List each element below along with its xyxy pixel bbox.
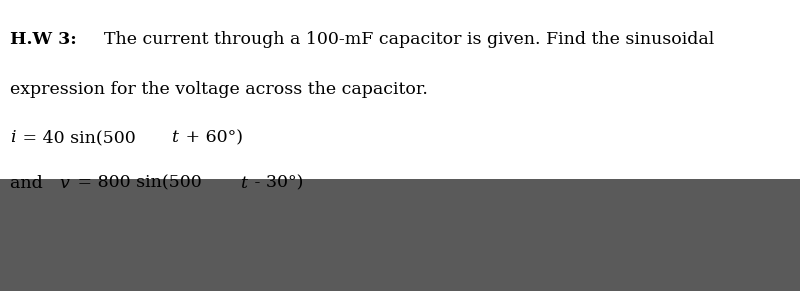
Text: The current through a 100-mF capacitor is given. Find the sinusoidal: The current through a 100-mF capacitor i… (104, 31, 714, 47)
Text: v: v (60, 175, 70, 191)
Text: + 60°): + 60°) (180, 129, 242, 146)
Text: expression for the voltage across the capacitor.: expression for the voltage across the ca… (10, 81, 428, 98)
Bar (0, 179, 800, 291)
Text: - 30°): - 30°) (249, 175, 303, 191)
Text: H.W 3:: H.W 3: (10, 31, 83, 47)
Text: t: t (170, 129, 178, 146)
Text: i: i (10, 129, 16, 146)
Text: t: t (240, 175, 247, 191)
Text: = 800 sin(500: = 800 sin(500 (73, 175, 202, 191)
Text: and: and (10, 175, 49, 191)
Text: = 40 sin(500: = 40 sin(500 (18, 129, 136, 146)
